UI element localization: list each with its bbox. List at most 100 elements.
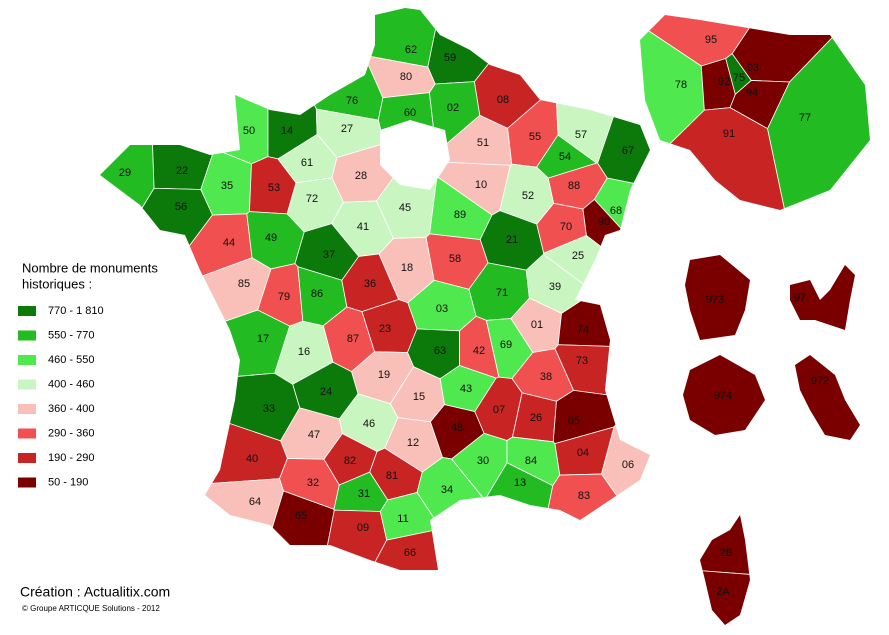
department-code: 64 bbox=[249, 496, 261, 508]
department-code: 78 bbox=[675, 79, 687, 91]
department-code: 23 bbox=[379, 323, 391, 335]
department-code: 52 bbox=[522, 190, 534, 202]
department-code: 93 bbox=[747, 62, 759, 74]
department-code: 18 bbox=[401, 262, 413, 274]
department-code: 09 bbox=[357, 522, 369, 534]
department-code: 39 bbox=[549, 281, 561, 293]
legend-title: Nombre de monuments bbox=[22, 260, 158, 275]
department-code: 24 bbox=[320, 386, 332, 398]
department-code: 49 bbox=[265, 232, 277, 244]
department-code: 46 bbox=[363, 418, 375, 430]
department-code: 17 bbox=[257, 333, 269, 345]
department bbox=[700, 516, 750, 625]
department-code: 973 bbox=[706, 294, 724, 306]
department-code: 53 bbox=[268, 182, 280, 194]
department-code: 41 bbox=[357, 221, 369, 233]
department-code: 84 bbox=[525, 455, 537, 467]
department-code: 48 bbox=[451, 422, 463, 434]
department-code: 81 bbox=[386, 470, 398, 482]
department-group bbox=[377, 92, 437, 163]
department bbox=[640, 107, 870, 210]
department-code: 80 bbox=[400, 71, 412, 83]
department-code: 61 bbox=[301, 157, 313, 169]
department-group bbox=[597, 8, 650, 235]
department-code: 14 bbox=[281, 125, 293, 137]
legend-swatch bbox=[18, 404, 36, 414]
department-code: 59 bbox=[444, 52, 456, 64]
legend-label: 550 - 770 bbox=[48, 329, 94, 341]
department-code: 54 bbox=[559, 151, 571, 163]
department-code: 83 bbox=[578, 490, 590, 502]
department-code: 56 bbox=[175, 201, 187, 213]
department-code: 03 bbox=[436, 303, 448, 315]
department-code: 12 bbox=[407, 437, 419, 449]
department-code: 67 bbox=[622, 145, 634, 157]
department-code: 75 bbox=[733, 72, 745, 84]
department-code: 97 bbox=[794, 292, 806, 304]
department-code: 04 bbox=[577, 447, 589, 459]
department-code: 90 bbox=[598, 216, 610, 228]
department-code: 36 bbox=[364, 278, 376, 290]
department-code: 28 bbox=[355, 170, 367, 182]
legend-label: 290 - 360 bbox=[48, 427, 94, 439]
legend-swatch bbox=[18, 453, 36, 463]
department-code: 55 bbox=[529, 131, 541, 143]
department-group bbox=[593, 177, 650, 330]
department-code: 38 bbox=[540, 371, 552, 383]
department-group bbox=[601, 324, 650, 570]
department-code: 07 bbox=[493, 404, 505, 416]
legend-label: 190 - 290 bbox=[48, 452, 94, 464]
department-code: 19 bbox=[378, 369, 390, 381]
department-code: 76 bbox=[346, 95, 358, 107]
department-code: 89 bbox=[454, 209, 466, 221]
department-code: 35 bbox=[221, 180, 233, 192]
department-code: 62 bbox=[405, 44, 417, 56]
legend-label: 770 - 1 810 bbox=[48, 305, 104, 317]
department bbox=[557, 287, 650, 352]
department-code: 87 bbox=[347, 333, 359, 345]
department-code: 88 bbox=[568, 180, 580, 192]
department-code: 74 bbox=[577, 324, 589, 336]
department-code: 42 bbox=[473, 345, 485, 357]
department bbox=[266, 8, 384, 121]
department-code: 82 bbox=[344, 455, 356, 467]
department-code: 33 bbox=[263, 403, 275, 415]
department-code: 34 bbox=[441, 484, 453, 496]
department-code: 86 bbox=[311, 288, 323, 300]
department-code: 94 bbox=[746, 87, 758, 99]
department-code: 47 bbox=[308, 429, 320, 441]
department-code: 10 bbox=[475, 179, 487, 191]
department-code: 91 bbox=[723, 128, 735, 140]
department-code: 15 bbox=[413, 391, 425, 403]
department-group bbox=[134, 8, 269, 165]
department-group bbox=[266, 8, 384, 121]
department-code: 68 bbox=[610, 205, 622, 217]
legend-swatch bbox=[18, 477, 36, 488]
department-code: 22 bbox=[176, 165, 188, 177]
department-code: 30 bbox=[477, 455, 489, 467]
department-code: 29 bbox=[119, 167, 131, 179]
legend-title: historiques : bbox=[22, 276, 92, 291]
legend-label: 50 - 190 bbox=[48, 476, 88, 488]
department-code: 71 bbox=[496, 287, 508, 299]
labels: 62 59 80 76 60 02 08 50 14 27 51 55 57 67 54 29 22 35 53 61… bbox=[119, 34, 829, 598]
department-code: 2B bbox=[719, 547, 732, 559]
legend-swatch bbox=[18, 355, 36, 365]
department-code: 65 bbox=[295, 510, 307, 522]
department-code: 16 bbox=[298, 346, 310, 358]
department-code: 85 bbox=[238, 278, 250, 290]
department-code: 70 bbox=[560, 221, 572, 233]
department-code: 25 bbox=[572, 250, 584, 262]
department-code: 37 bbox=[323, 249, 335, 261]
department bbox=[593, 177, 650, 330]
legend-swatch bbox=[18, 306, 36, 316]
department-code: 26 bbox=[530, 412, 542, 424]
department-code: 44 bbox=[223, 237, 235, 249]
department-code: 32 bbox=[307, 477, 319, 489]
credit: Création : Actualitix.com bbox=[20, 584, 170, 600]
department-group bbox=[557, 287, 650, 352]
department-code: 60 bbox=[404, 107, 416, 119]
department-code: 58 bbox=[449, 253, 461, 265]
department-code: 972 bbox=[811, 375, 829, 387]
